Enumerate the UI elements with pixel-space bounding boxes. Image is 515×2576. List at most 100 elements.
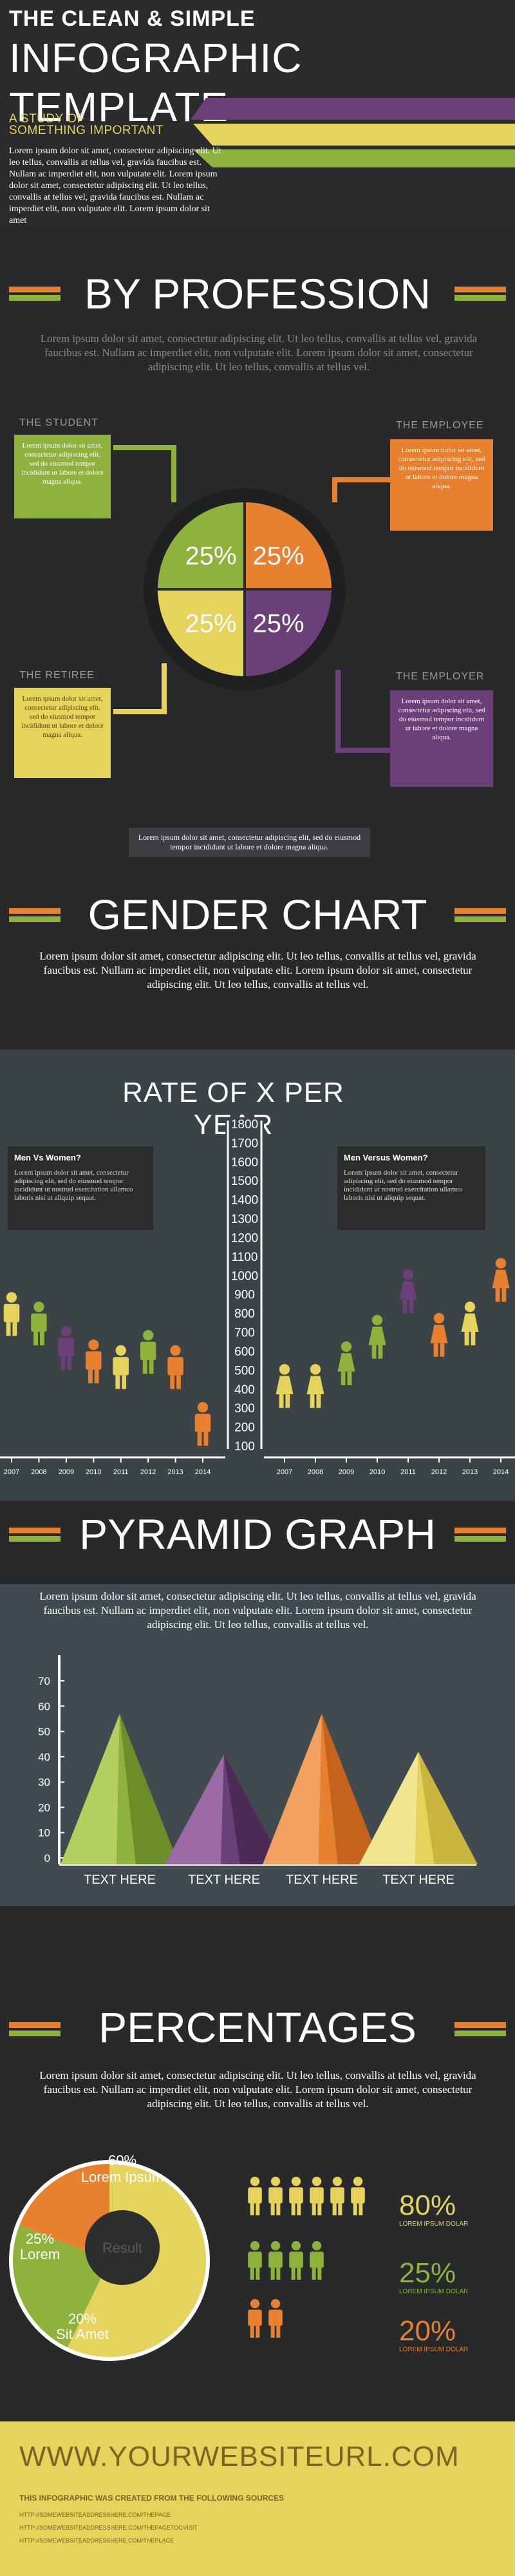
person-leg <box>39 1331 44 1346</box>
person-torso <box>330 2187 344 2204</box>
profession-pie-chart: 25% 25% 25% 25% <box>144 488 346 690</box>
pyramid-face <box>418 1752 478 1864</box>
x-tick-label: 2014 <box>195 1468 211 1476</box>
x-tick-label: TEXT HERE <box>286 1873 358 1887</box>
person-marker <box>167 1345 183 1389</box>
person-head <box>433 1312 445 1324</box>
person-leg <box>122 1375 127 1389</box>
percent-person-icon <box>289 2177 303 2215</box>
donut-slice-label: Lorem <box>20 2246 60 2262</box>
person-leg <box>291 2268 295 2280</box>
caption-employer: THE EMPLOYER <box>396 671 485 682</box>
x-tick-label: 2007 <box>4 1468 19 1476</box>
pyramid-face <box>221 1754 240 1864</box>
person-head <box>312 2241 322 2251</box>
person-head <box>250 2241 260 2251</box>
person-leg <box>464 1331 469 1346</box>
title-bar-left <box>9 908 61 922</box>
person-head <box>291 2177 301 2186</box>
pie-slice-label: 25% <box>252 542 304 570</box>
y-tick-label: 900 <box>234 1289 255 1302</box>
box-employer: Lorem ipsum dolor sit amet, consectetur … <box>390 690 493 787</box>
y-tick-label: 1700 <box>231 1137 258 1150</box>
footer-source-2[interactable]: HTTP://SOMEWEBSITEADDRESSHERE.COM/THEPAG… <box>19 2524 198 2531</box>
person-head <box>88 1339 99 1350</box>
person-leg <box>33 1331 38 1346</box>
person-leg <box>276 2325 281 2338</box>
person-leg <box>250 2325 254 2338</box>
person-leg <box>170 1375 175 1389</box>
person-leg <box>250 2203 254 2215</box>
title-bar-right <box>454 2022 506 2036</box>
x-tick-label: 2011 <box>400 1468 416 1476</box>
profession-intro: Lorem ipsum dolor sit amet, consectetur … <box>40 332 478 373</box>
x-tick-label: 2013 <box>167 1468 183 1476</box>
person-head <box>270 2299 281 2309</box>
y-tick-label: 600 <box>234 1345 255 1359</box>
rate-right-box: Men Versus Women? Lorem ipsum dolor sit … <box>337 1146 485 1230</box>
person-torso <box>113 1357 129 1376</box>
x-tick-label: TEXT HERE <box>188 1873 260 1887</box>
y-tick-label: 50 <box>38 1726 50 1738</box>
pie-slice <box>158 502 245 589</box>
pyramid-face <box>61 1714 120 1864</box>
person-leg <box>142 1360 147 1374</box>
person-head <box>250 2177 260 2186</box>
person-leg <box>359 2203 363 2215</box>
person-dress <box>306 1376 324 1395</box>
person-torso <box>351 2187 365 2204</box>
person-torso <box>289 2187 303 2204</box>
title-bar-left <box>9 287 61 301</box>
y-tick-label: 500 <box>234 1364 255 1378</box>
y-tick-label: 40 <box>38 1751 50 1763</box>
header-section: THE CLEAN & SIMPLE INFOGRAPHIC TEMPLATE … <box>0 0 515 225</box>
x-tick-label: 2012 <box>140 1468 156 1476</box>
profession-connectors <box>113 445 393 753</box>
person-head <box>270 2177 281 2186</box>
x-tick-label: 2009 <box>59 1468 74 1476</box>
pyramid-title: PYRAMID GRAPH <box>79 1510 436 1558</box>
percent-person-icon <box>310 2177 324 2215</box>
person-dress <box>368 1327 386 1345</box>
person-leg <box>440 1343 445 1357</box>
rate-right-box-title: Men Versus Women? <box>344 1153 428 1162</box>
person-marker <box>337 1341 355 1385</box>
percent-label: LOREM IPSUM DOLAR <box>399 2288 469 2295</box>
person-dress <box>276 1376 294 1395</box>
pyramid-face <box>319 1714 338 1864</box>
gender-title: GENDER CHART <box>88 891 427 938</box>
donut-slice-value: 20% <box>68 2311 97 2327</box>
person-leg <box>67 1356 72 1370</box>
x-tick-label: 2010 <box>370 1468 385 1476</box>
person-torso <box>289 2251 303 2268</box>
person-marker <box>58 1326 75 1370</box>
donut-slice-value: 25% <box>26 2231 54 2247</box>
person-marker <box>276 1364 294 1408</box>
person-leg <box>501 1288 507 1302</box>
percent-label: LOREM IPSUM DOLAR <box>399 2221 469 2228</box>
person-marker <box>113 1345 129 1389</box>
person-head <box>115 1345 126 1356</box>
footer-source-1[interactable]: HTTP://SOMEWEBSITEADDRESSHERE.COM/THEPAG… <box>19 2512 171 2518</box>
percent-person-icon <box>268 2299 283 2338</box>
pyramid-body-section: Lorem ipsum dolor sit amet, consectetur … <box>0 1584 515 1906</box>
person-torso <box>167 1357 183 1376</box>
person-leg <box>310 1394 315 1408</box>
y-tick-label: 700 <box>234 1327 255 1340</box>
person-head <box>197 1402 209 1413</box>
percent-value: 80% <box>399 2190 456 2221</box>
person-leg <box>149 1360 154 1374</box>
person-torso <box>86 1351 102 1370</box>
pyramid-bar <box>359 1752 478 1864</box>
person-leg <box>495 1288 500 1302</box>
box-retiree: Lorem ipsum dolor sit amet, consectetur … <box>14 688 111 778</box>
title-bar-right <box>454 1528 506 1542</box>
footer-source-3[interactable]: HTTP://SOMEWEBSITEADDRESSHERE.COM/THEPLA… <box>19 2537 174 2544</box>
footer-url[interactable]: WWW.YOURWEBSITEURL.COM <box>19 2441 460 2472</box>
person-head <box>341 1341 352 1352</box>
box-student: Lorem ipsum dolor sit amet, consectetur … <box>14 435 111 518</box>
person-head <box>464 1302 476 1312</box>
rate-chart: 100 200 300 400 500 600 700 800 900 1000 1100 1200 1… <box>0 1117 515 1476</box>
percentages-title: PERCENTAGES <box>98 2003 417 2051</box>
percent-value: 25% <box>399 2257 456 2289</box>
